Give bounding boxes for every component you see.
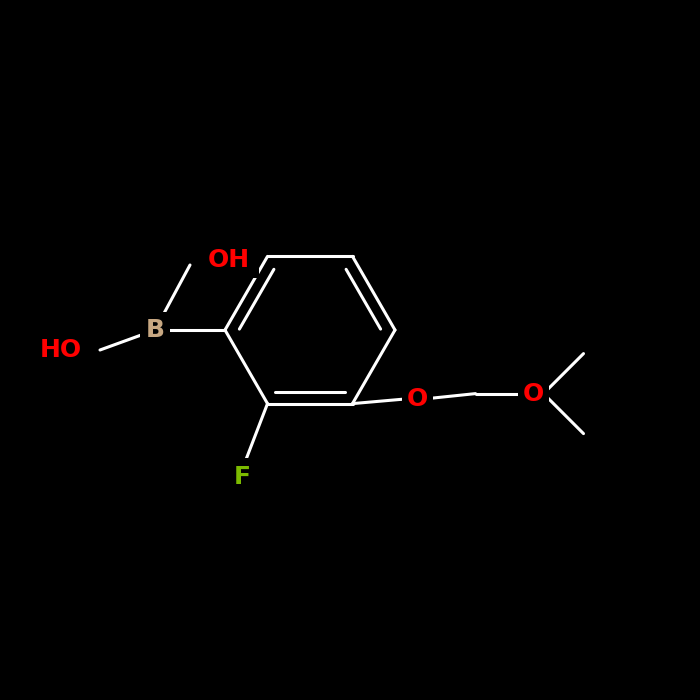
Text: HO: HO	[40, 338, 82, 362]
Text: OH: OH	[208, 248, 250, 272]
Text: O: O	[522, 379, 545, 407]
Text: O: O	[407, 386, 428, 411]
Text: F: F	[233, 463, 252, 491]
Text: OH: OH	[208, 246, 255, 274]
Text: B: B	[146, 318, 164, 342]
Text: HO: HO	[36, 336, 82, 364]
Text: B: B	[144, 316, 166, 344]
Text: F: F	[234, 465, 251, 489]
Text: O: O	[406, 384, 429, 412]
Text: O: O	[523, 382, 544, 405]
